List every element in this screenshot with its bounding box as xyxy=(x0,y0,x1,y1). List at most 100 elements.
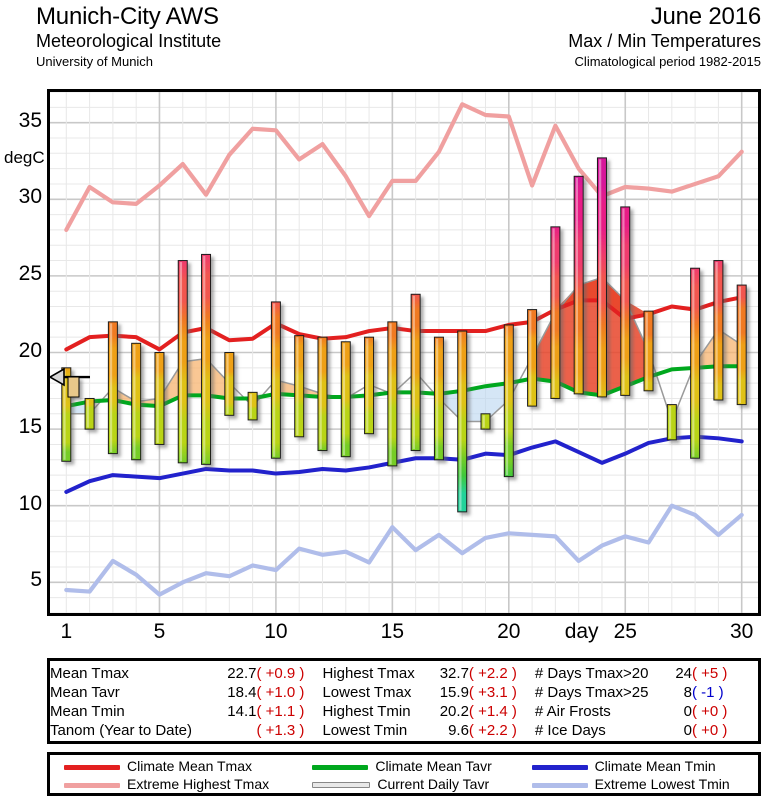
daily-range-bar xyxy=(84,397,95,430)
legend-entry: Current Daily Tavr xyxy=(298,775,517,793)
legend-row: Climate Mean Tmax Climate Mean Tavr Climat… xyxy=(50,757,758,775)
stat-label: Highest Tmax xyxy=(322,665,415,682)
daily-range-bar xyxy=(550,226,561,399)
stat-value: 0 xyxy=(683,703,692,720)
report-subtitle: Max / Min Temperatures xyxy=(568,31,761,51)
stat-value: 8 xyxy=(683,684,692,701)
legend-entry: Extreme Highest Tmax xyxy=(50,775,298,793)
statistics-table: Mean Tmax 22.7( +0.9 ) Highest Tmax 32.7 ( +… xyxy=(47,658,761,744)
statistics-grid: Mean Tmax 22.7( +0.9 ) Highest Tmax 32.7 ( +… xyxy=(50,664,758,740)
stat-value: 14.1 xyxy=(227,703,257,720)
daily-range-bar xyxy=(410,293,421,452)
report-month: June 2016 xyxy=(650,3,762,30)
stat-label: Mean Tavr xyxy=(50,684,120,701)
legend-swatch xyxy=(531,764,588,770)
stat-value xyxy=(221,721,256,740)
y-tick-10: 10 xyxy=(18,491,42,515)
daily-range-bar xyxy=(527,309,538,407)
daily-range-bar xyxy=(713,260,724,401)
daily-range-bar xyxy=(317,336,328,452)
x-tick-20: 20 xyxy=(497,620,521,643)
stat-label: Mean Tmax xyxy=(50,665,129,682)
legend-row: Extreme Highest Tmax Current Daily Tavr Ex… xyxy=(50,775,758,793)
line-extreme-highest-tmax xyxy=(64,102,744,233)
stat-label: # Days Tmax>20 xyxy=(534,665,649,682)
header-right-block: June 2016 Max / Min Temperatures Climato… xyxy=(568,4,761,70)
legend-grid: Climate Mean Tmax Climate Mean Tavr Climat… xyxy=(50,757,758,793)
institute-name: Meteorological Institute xyxy=(36,31,222,51)
legend-label: Current Daily Tavr xyxy=(377,776,490,792)
station-title: Munich-City AWS xyxy=(36,3,219,30)
stat-label: Lowest Tmax xyxy=(322,684,412,701)
daily-range-bar xyxy=(201,253,212,465)
stat-value: 24 xyxy=(675,665,692,682)
daily-range-bar xyxy=(364,336,375,435)
stat-anomaly: ( +0.9 ) xyxy=(256,665,305,682)
legend-label: Climate Mean Tmax xyxy=(127,758,253,774)
stat-label: # Days Tmax>25 xyxy=(534,684,649,701)
stat-label: Highest Tmin xyxy=(322,703,411,720)
anomaly-fill-area xyxy=(66,277,742,422)
x-axis-label: day xyxy=(564,620,599,643)
legend-swatch xyxy=(531,782,588,788)
daily-range-bar xyxy=(457,330,468,513)
daily-range-bar xyxy=(387,321,398,467)
stat-anomaly: ( +0 ) xyxy=(692,703,728,720)
stat-anomaly: ( +3.1 ) xyxy=(468,684,517,701)
stat-value: 32.7 xyxy=(439,665,469,682)
daily-range-bar xyxy=(340,341,351,458)
daily-range-bar xyxy=(736,284,747,406)
y-tick-25: 25 xyxy=(18,261,42,285)
line-climate-mean-tmin xyxy=(64,434,744,494)
legend-swatch xyxy=(312,782,371,789)
chart-canvas xyxy=(50,92,758,613)
y-tick-30: 30 xyxy=(18,185,42,209)
stat-anomaly: ( +1.3 ) xyxy=(256,722,305,739)
legend-swatch xyxy=(64,782,120,788)
climatological-period: Climatological period 1982-2015 xyxy=(574,54,761,69)
daily-range-bar xyxy=(573,175,584,395)
daily-range-bar xyxy=(154,352,165,445)
legend-entry: Extreme Lowest Tmin xyxy=(518,775,758,793)
stat-value: 9.6 xyxy=(448,722,469,739)
stat-label: # Air Frosts xyxy=(534,703,611,720)
daily-range-bar xyxy=(666,404,677,441)
daily-range-bar xyxy=(690,267,701,459)
university-name: University of Munich xyxy=(36,54,154,69)
stat-value: 22.7 xyxy=(227,665,257,682)
daily-range-bar xyxy=(61,367,72,462)
stats-row: Mean Tmax 22.7( +0.9 ) Highest Tmax 32.7( +… xyxy=(50,664,758,683)
chart-header: Munich-City AWS Meteorological Institute… xyxy=(0,0,775,84)
stat-value: 15.9 xyxy=(439,684,469,701)
stat-label: Tanom (Year to Date) xyxy=(50,722,193,739)
stat-label: Lowest Tmin xyxy=(322,722,408,739)
legend-label: Climate Mean Tmin xyxy=(594,758,716,774)
daily-range-bars xyxy=(61,157,747,513)
daily-range-bar xyxy=(620,206,631,396)
y-tick-35: 35 xyxy=(18,108,42,132)
daily-range-bar xyxy=(480,413,491,430)
x-tick-5: 5 xyxy=(153,620,166,643)
stats-row: Tanom (Year to Date) ( +1.3 ) Lowest Tmin 9… xyxy=(50,721,758,740)
x-tick-15: 15 xyxy=(380,620,405,643)
stat-anomaly: ( +1.4 ) xyxy=(468,703,517,720)
y-axis-unit-label: degC xyxy=(4,148,45,168)
stat-anomaly: ( +1.0 ) xyxy=(256,684,305,701)
legend-swatch xyxy=(64,764,120,770)
stat-label: # Ice Days xyxy=(534,722,606,739)
legend-entry: Climate Mean Tmin xyxy=(518,757,758,775)
daily-range-bar xyxy=(270,301,281,459)
daily-range-bar xyxy=(294,335,305,438)
y-tick-5: 5 xyxy=(30,568,42,592)
mean-tavr-arrow-marker xyxy=(50,367,90,398)
daily-range-bar xyxy=(177,260,188,464)
daily-range-bar xyxy=(107,321,118,455)
daily-range-bar xyxy=(247,391,258,421)
x-tick-1: 1 xyxy=(60,620,73,643)
x-tick-10: 10 xyxy=(264,620,288,643)
stat-anomaly: ( +1.1 ) xyxy=(256,703,305,720)
chart-legend: Climate Mean Tmax Climate Mean Tavr Climat… xyxy=(47,752,761,796)
header-left-block: Munich-City AWS Meteorological Institute… xyxy=(36,4,221,70)
daily-range-bar xyxy=(596,157,607,398)
legend-swatch xyxy=(312,764,369,770)
